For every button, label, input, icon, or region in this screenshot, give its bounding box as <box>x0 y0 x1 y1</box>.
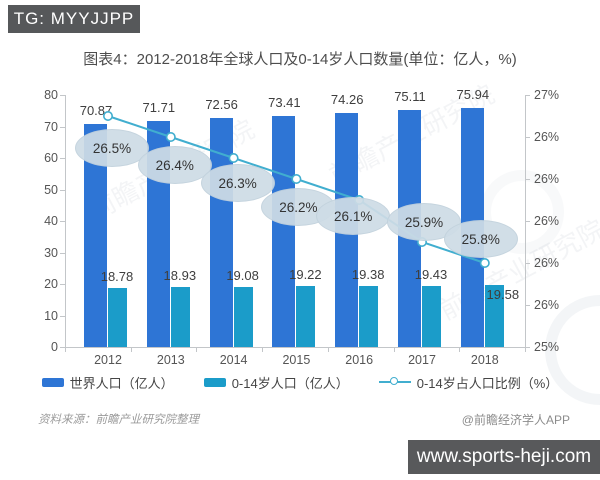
x-axis-tick <box>393 347 395 352</box>
ratio-bubble: 26.4% <box>137 146 212 184</box>
tg-watermark-badge: TG: MYYJJPP <box>8 5 140 33</box>
legend: 世界人口（亿人） 0-14岁人口（亿人） 0-14岁占人口比例（%） <box>0 372 600 392</box>
bar-world-value-label: 74.26 <box>330 92 364 108</box>
legend-label: 0-14岁占人口比例（%） <box>416 375 559 391</box>
source-note: 资料来源：前瞻产业研究院整理 <box>38 414 199 426</box>
ratio-bubble: 25.9% <box>387 203 461 241</box>
y-axis-tick <box>60 347 65 348</box>
bar-child-population <box>484 285 504 347</box>
right-axis-tick-label: 25% <box>534 340 560 354</box>
bar-world-value-label: 75.94 <box>456 86 490 102</box>
bar-child-value-label: 19.38 <box>351 266 385 282</box>
y-axis-tick-label: 60 <box>44 151 58 165</box>
chart-title: 图表4：2012-2018年全球人口及0-14岁人口数量(单位：亿人，%) <box>83 51 517 68</box>
x-axis-tick-label: 2014 <box>219 353 248 367</box>
bar-world-value-label: 72.56 <box>205 97 238 113</box>
x-axis-tick-label: 2012 <box>94 353 122 367</box>
right-axis-tick <box>525 305 530 306</box>
right-axis-tick <box>525 263 530 264</box>
x-axis-tick <box>65 347 66 352</box>
bar-child-population <box>359 285 379 347</box>
right-axis-tick <box>525 347 530 348</box>
legend-item: 0-14岁人口（亿人） <box>203 373 349 392</box>
credit-note: @前瞻经济学人APP <box>461 413 570 427</box>
bar-world-value-label: 73.41 <box>268 94 301 110</box>
y-axis-tick <box>60 95 65 96</box>
bar-world-population <box>84 123 107 347</box>
bar-child-value-label: 19.43 <box>414 266 448 282</box>
bar-child-value-label: 18.78 <box>100 268 134 284</box>
bar-child-population <box>296 286 316 347</box>
legend-swatch-icon <box>41 377 64 387</box>
right-axis-tick <box>525 95 530 96</box>
right-axis-tick-label: 27% <box>534 88 560 102</box>
y-axis-tick-label: 0 <box>51 340 58 354</box>
y-axis-line <box>65 95 66 347</box>
right-axis-tick-label: 26% <box>534 130 560 144</box>
bar-world-population <box>209 118 233 347</box>
y-axis-tick <box>60 221 65 222</box>
y-axis-tick-label: 50 <box>44 182 58 197</box>
bar-child-value-label: 19.08 <box>226 267 259 283</box>
y-axis-tick-label: 20 <box>44 277 58 291</box>
legend-label: 0-14岁人口（亿人） <box>231 375 349 391</box>
x-axis-tick-label: 2018 <box>470 353 499 367</box>
y-axis-tick <box>60 158 65 159</box>
x-axis-tick <box>525 347 526 352</box>
site-watermark-bar: www.sports-heji.com <box>408 440 600 474</box>
bar-child-value-label: 19.22 <box>289 267 322 283</box>
ratio-bubble: 25.8% <box>443 220 518 258</box>
x-axis-tick-label: 2016 <box>345 353 374 367</box>
bar-child-population <box>170 287 190 347</box>
bar-world-value-label: 71.71 <box>142 100 176 116</box>
x-axis-line <box>65 347 526 348</box>
right-axis-tick <box>525 221 530 222</box>
y-axis-tick-label: 30 <box>44 245 58 260</box>
y-axis-tick <box>60 252 65 254</box>
y-axis-tick <box>60 315 65 317</box>
y-axis-tick-label: 10 <box>44 308 58 323</box>
bar-world-population <box>272 115 296 347</box>
x-axis-tick <box>262 347 264 352</box>
ratio-bubble: 26.5% <box>75 129 149 167</box>
x-axis-tick-label: 2017 <box>408 353 436 367</box>
x-axis-tick <box>459 347 461 352</box>
x-axis-tick-label: 2015 <box>282 353 311 367</box>
right-axis-tick-label: 26% <box>534 256 560 270</box>
legend-swatch-icon <box>203 377 226 387</box>
y-axis-tick <box>60 284 65 285</box>
right-axis-tick <box>525 179 530 180</box>
bar-world-value-label: 75.11 <box>394 89 426 105</box>
ratio-bubble: 26.1% <box>316 197 391 235</box>
right-axis-tick <box>525 137 530 138</box>
x-axis-tick-label: 2013 <box>156 353 185 367</box>
legend-item: 世界人口（亿人） <box>41 373 174 392</box>
y-axis-tick <box>60 126 65 128</box>
legend-label: 世界人口（亿人） <box>69 375 174 391</box>
bar-child-population <box>422 285 441 347</box>
bar-child-population <box>233 286 253 347</box>
right-axis-tick-label: 26% <box>534 172 560 186</box>
y-axis-tick-label: 80 <box>44 88 58 102</box>
legend-item: 0-14岁占人口比例（%） <box>378 373 559 392</box>
x-axis-tick <box>196 347 198 352</box>
bar-child-value-label: 19.58 <box>486 287 520 303</box>
x-axis-tick <box>327 347 329 352</box>
y-axis-tick-label: 70 <box>44 119 58 134</box>
right-axis-tick-label: 26% <box>534 298 560 312</box>
bar-child-population <box>108 287 127 347</box>
right-axis-tick-label: 26% <box>534 214 560 228</box>
legend-marker-icon <box>389 377 398 385</box>
x-axis-tick <box>130 347 132 352</box>
y-axis-tick <box>60 189 65 191</box>
legend-line-icon <box>378 377 411 385</box>
bar-world-value-label: 70.87 <box>79 102 113 118</box>
y-axis-tick-label: 40 <box>44 214 58 228</box>
ratio-bubble: 26.3% <box>200 164 275 202</box>
bar-child-value-label: 18.93 <box>163 268 197 284</box>
